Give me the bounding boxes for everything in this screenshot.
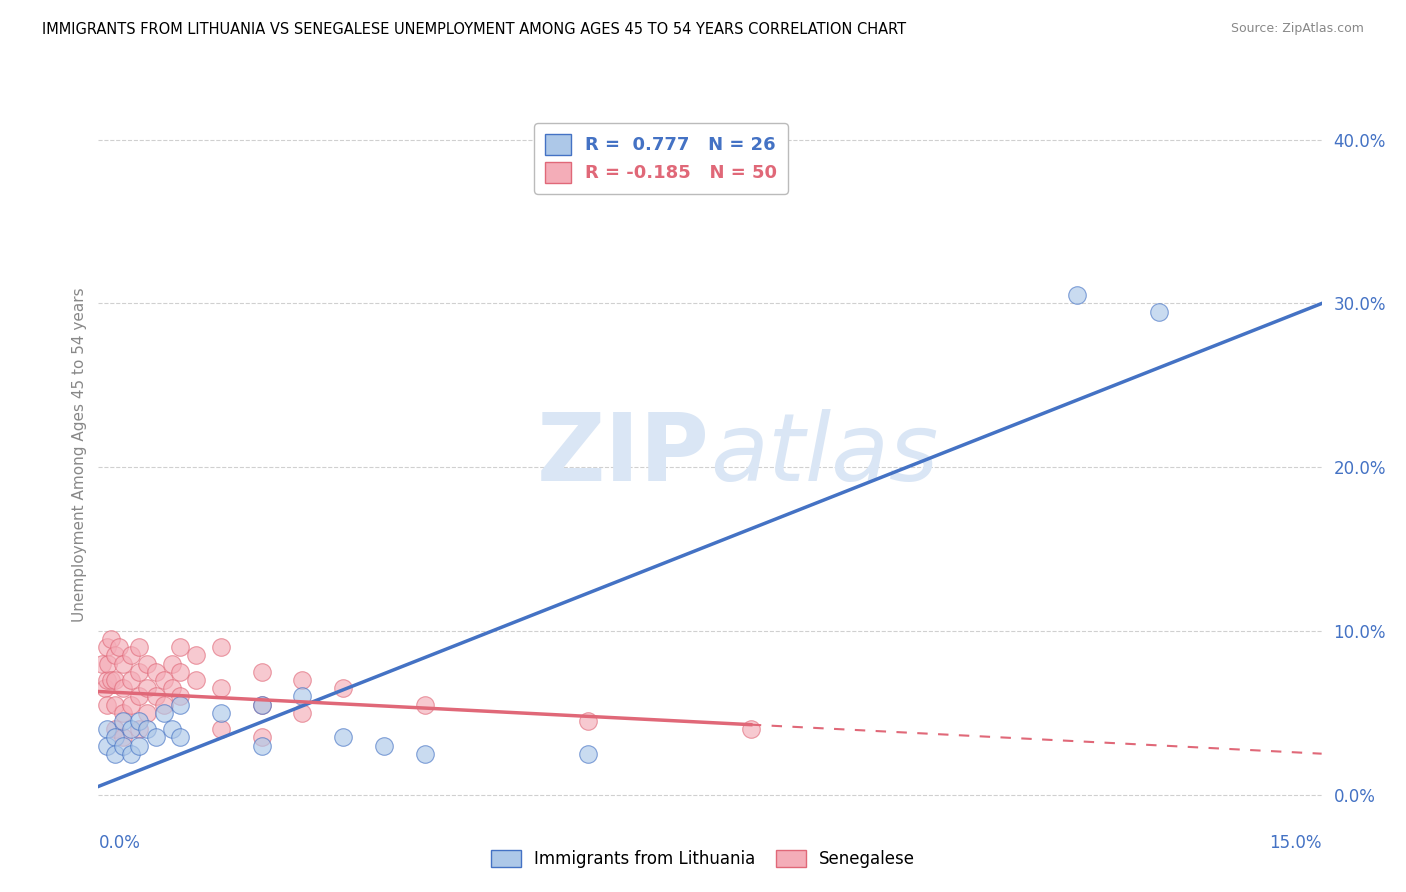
Point bbox=[1066, 288, 1088, 302]
Point bbox=[96, 640, 118, 655]
Text: IMMIGRANTS FROM LITHUANIA VS SENEGALESE UNEMPLOYMENT AMONG AGES 45 TO 54 YEARS C: IMMIGRANTS FROM LITHUANIA VS SENEGALESE … bbox=[42, 22, 907, 37]
Point bbox=[94, 681, 117, 696]
Point bbox=[128, 665, 150, 679]
Point bbox=[111, 681, 134, 696]
Text: 0.0%: 0.0% bbox=[98, 834, 141, 852]
Point bbox=[128, 739, 150, 753]
Point bbox=[332, 731, 354, 745]
Point bbox=[104, 747, 127, 761]
Point bbox=[128, 640, 150, 655]
Y-axis label: Unemployment Among Ages 45 to 54 years: Unemployment Among Ages 45 to 54 years bbox=[72, 287, 87, 623]
Point bbox=[111, 714, 134, 728]
Point bbox=[96, 698, 118, 712]
Legend: Immigrants from Lithuania, Senegalese: Immigrants from Lithuania, Senegalese bbox=[485, 843, 921, 875]
Point bbox=[96, 673, 118, 687]
Point bbox=[145, 731, 167, 745]
Point bbox=[96, 722, 118, 736]
Point bbox=[169, 698, 191, 712]
Point bbox=[136, 657, 159, 671]
Point bbox=[120, 673, 142, 687]
Text: ZIP: ZIP bbox=[537, 409, 710, 501]
Point bbox=[250, 739, 273, 753]
Point bbox=[250, 698, 273, 712]
Point bbox=[740, 722, 762, 736]
Legend: R =  0.777   N = 26, R = -0.185   N = 50: R = 0.777 N = 26, R = -0.185 N = 50 bbox=[534, 123, 787, 194]
Point bbox=[169, 690, 191, 704]
Point bbox=[413, 698, 436, 712]
Point bbox=[136, 706, 159, 720]
Point bbox=[104, 673, 127, 687]
Point bbox=[104, 722, 127, 736]
Point bbox=[152, 698, 174, 712]
Point bbox=[145, 690, 167, 704]
Point bbox=[160, 722, 183, 736]
Point bbox=[96, 739, 118, 753]
Point bbox=[291, 673, 314, 687]
Point bbox=[104, 648, 127, 663]
Point bbox=[136, 722, 159, 736]
Point bbox=[108, 640, 131, 655]
Point bbox=[152, 706, 174, 720]
Point bbox=[111, 706, 134, 720]
Point bbox=[111, 731, 134, 745]
Point bbox=[104, 698, 127, 712]
Point bbox=[250, 731, 273, 745]
Point bbox=[209, 722, 232, 736]
Point bbox=[152, 673, 174, 687]
Point bbox=[120, 722, 142, 736]
Point bbox=[160, 681, 183, 696]
Point bbox=[186, 648, 208, 663]
Point bbox=[111, 739, 134, 753]
Point bbox=[100, 632, 122, 646]
Point bbox=[186, 673, 208, 687]
Point bbox=[120, 698, 142, 712]
Point bbox=[136, 681, 159, 696]
Text: Source: ZipAtlas.com: Source: ZipAtlas.com bbox=[1230, 22, 1364, 36]
Text: atlas: atlas bbox=[710, 409, 938, 500]
Point bbox=[209, 681, 232, 696]
Point bbox=[104, 731, 127, 745]
Point bbox=[1147, 304, 1170, 318]
Point bbox=[576, 747, 599, 761]
Point bbox=[91, 657, 114, 671]
Point bbox=[169, 665, 191, 679]
Point bbox=[332, 681, 354, 696]
Point bbox=[128, 690, 150, 704]
Text: 15.0%: 15.0% bbox=[1270, 834, 1322, 852]
Point bbox=[128, 722, 150, 736]
Point bbox=[169, 640, 191, 655]
Point bbox=[413, 747, 436, 761]
Point bbox=[128, 714, 150, 728]
Point bbox=[576, 714, 599, 728]
Point bbox=[160, 657, 183, 671]
Point bbox=[97, 657, 120, 671]
Point bbox=[209, 640, 232, 655]
Point bbox=[100, 673, 122, 687]
Point bbox=[373, 739, 395, 753]
Point bbox=[111, 657, 134, 671]
Point bbox=[250, 665, 273, 679]
Point bbox=[120, 747, 142, 761]
Point bbox=[169, 731, 191, 745]
Point bbox=[291, 706, 314, 720]
Point bbox=[145, 665, 167, 679]
Point bbox=[291, 690, 314, 704]
Point bbox=[250, 698, 273, 712]
Point bbox=[120, 648, 142, 663]
Point bbox=[209, 706, 232, 720]
